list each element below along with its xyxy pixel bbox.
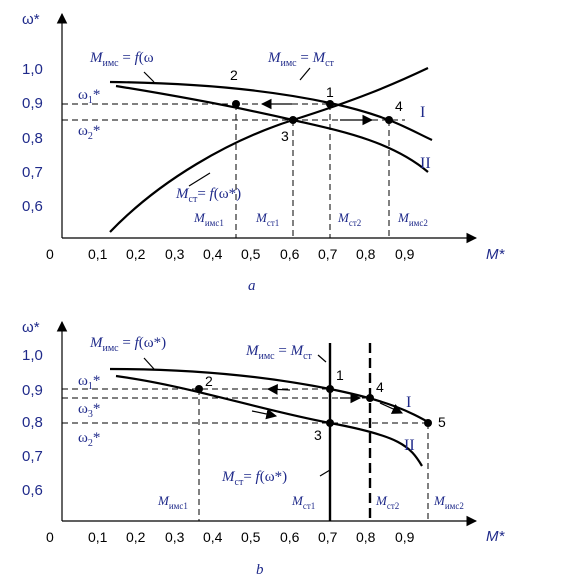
load-curve-label: Mст= f(ω*) [221, 469, 287, 488]
m-ims2-label: Mимс2 [433, 493, 464, 511]
origin-label: 0 [46, 529, 54, 545]
diagram-a: ω* M* 0 1,0 0,9 0,8 0,7 0,6 0,1 0,2 0,3 … [22, 11, 505, 294]
point-label: 3 [281, 128, 289, 144]
x-tick: 0,4 [203, 246, 223, 262]
point-1 [326, 385, 334, 393]
m-st1-label: Mст1 [291, 493, 315, 511]
point-label: 1 [336, 367, 344, 383]
x-tick: 0,2 [126, 246, 146, 262]
omega1-label: ω1* [78, 87, 100, 106]
label-leader [188, 172, 211, 187]
curve-II-label: II [420, 155, 431, 172]
x-tick: 0,5 [241, 529, 261, 545]
point-4 [385, 116, 393, 124]
x-tick: 0,9 [395, 246, 415, 262]
point-label: 4 [395, 98, 403, 114]
point-1 [326, 100, 334, 108]
x-tick: 0,8 [356, 246, 376, 262]
x-tick: 0,7 [318, 529, 338, 545]
label-leader [143, 357, 155, 370]
x-tick: 0,1 [88, 246, 108, 262]
m-ims2-label: Mимс2 [397, 210, 428, 228]
y-tick: 0,6 [22, 198, 43, 215]
label-leader [319, 469, 331, 477]
x-tick: 0,5 [241, 246, 261, 262]
x-axis-label: M* [486, 246, 505, 263]
curve-II-label: II [404, 437, 415, 454]
x-tick: 0,1 [88, 529, 108, 545]
y-tick: 0,8 [22, 130, 43, 147]
y-tick: 0,9 [22, 382, 43, 399]
y-tick: 1,0 [22, 61, 43, 78]
m-st2-label: Mст2 [375, 493, 399, 511]
point-3 [289, 116, 297, 124]
omega2-label: ω2* [78, 430, 100, 449]
point-2 [195, 385, 203, 393]
point-label: 5 [438, 414, 446, 430]
m-st1-label: Mст1 [255, 210, 279, 228]
point-label: 3 [314, 427, 322, 443]
m-st2-label: Mст2 [337, 210, 361, 228]
y-tick: 1,0 [22, 347, 43, 364]
motor-curve-II [115, 374, 423, 467]
y-axis-label: ω* [22, 319, 40, 336]
point-label: 2 [205, 373, 213, 389]
transition-arrow [266, 384, 291, 395]
balance-label: Mимс = Mст [267, 50, 335, 69]
x-tick: 0,8 [356, 529, 376, 545]
motor-curve-II [115, 84, 429, 173]
motor-curve-I [109, 80, 433, 142]
x-tick: 0,7 [318, 246, 338, 262]
point-3 [326, 419, 334, 427]
y-tick: 0,9 [22, 95, 43, 112]
label-leader [143, 71, 155, 83]
omega3-label: ω3* [78, 401, 100, 420]
point-label: 1 [326, 84, 334, 100]
y-tick: 0,7 [22, 448, 43, 465]
x-tick: 0,2 [126, 529, 146, 545]
label-leader [299, 67, 311, 81]
m-ims1-label: Mимс1 [157, 493, 188, 511]
y-axis-label: ω* [22, 11, 40, 28]
curve-I-label: I [406, 394, 411, 411]
x-tick: 0,6 [280, 529, 300, 545]
omega2-label: ω2* [78, 123, 100, 142]
transition-arrow [379, 402, 403, 414]
x-tick: 0,3 [165, 529, 185, 545]
point-4 [366, 394, 374, 402]
omega1-label: ω1* [78, 373, 100, 392]
diagram-b: ω* M* 0 1,0 0,9 0,8 0,7 0,6 0,1 0,2 0,3 … [22, 319, 505, 578]
origin-label: 0 [46, 246, 54, 262]
transition-arrow [251, 408, 278, 420]
x-tick: 0,9 [395, 529, 415, 545]
x-tick: 0,6 [280, 246, 300, 262]
point-label: 4 [376, 379, 384, 395]
x-axis-label: M* [486, 528, 505, 545]
label-leader [317, 354, 327, 363]
balance-label: Mимс = Mст [245, 343, 313, 362]
point-label: 2 [230, 67, 238, 83]
x-tick: 0,4 [203, 529, 223, 545]
motor-curve-label: Mимс = f(ω*) [89, 335, 166, 354]
motor-curve-label: Mимс = f(ω [89, 50, 154, 69]
point-2 [232, 100, 240, 108]
load-curve-label: Mст= f(ω*) [175, 186, 241, 205]
curve-I-label: I [420, 104, 425, 121]
y-tick: 0,7 [22, 164, 43, 181]
m-ims1-label: Mимс1 [193, 210, 224, 228]
x-tick: 0,3 [165, 246, 185, 262]
y-tick: 0,8 [22, 414, 43, 431]
caption-b: b [256, 562, 264, 578]
y-tick: 0,6 [22, 482, 43, 499]
motor-curve-I [109, 367, 431, 424]
caption-a: a [248, 278, 256, 294]
point-5 [424, 419, 432, 427]
